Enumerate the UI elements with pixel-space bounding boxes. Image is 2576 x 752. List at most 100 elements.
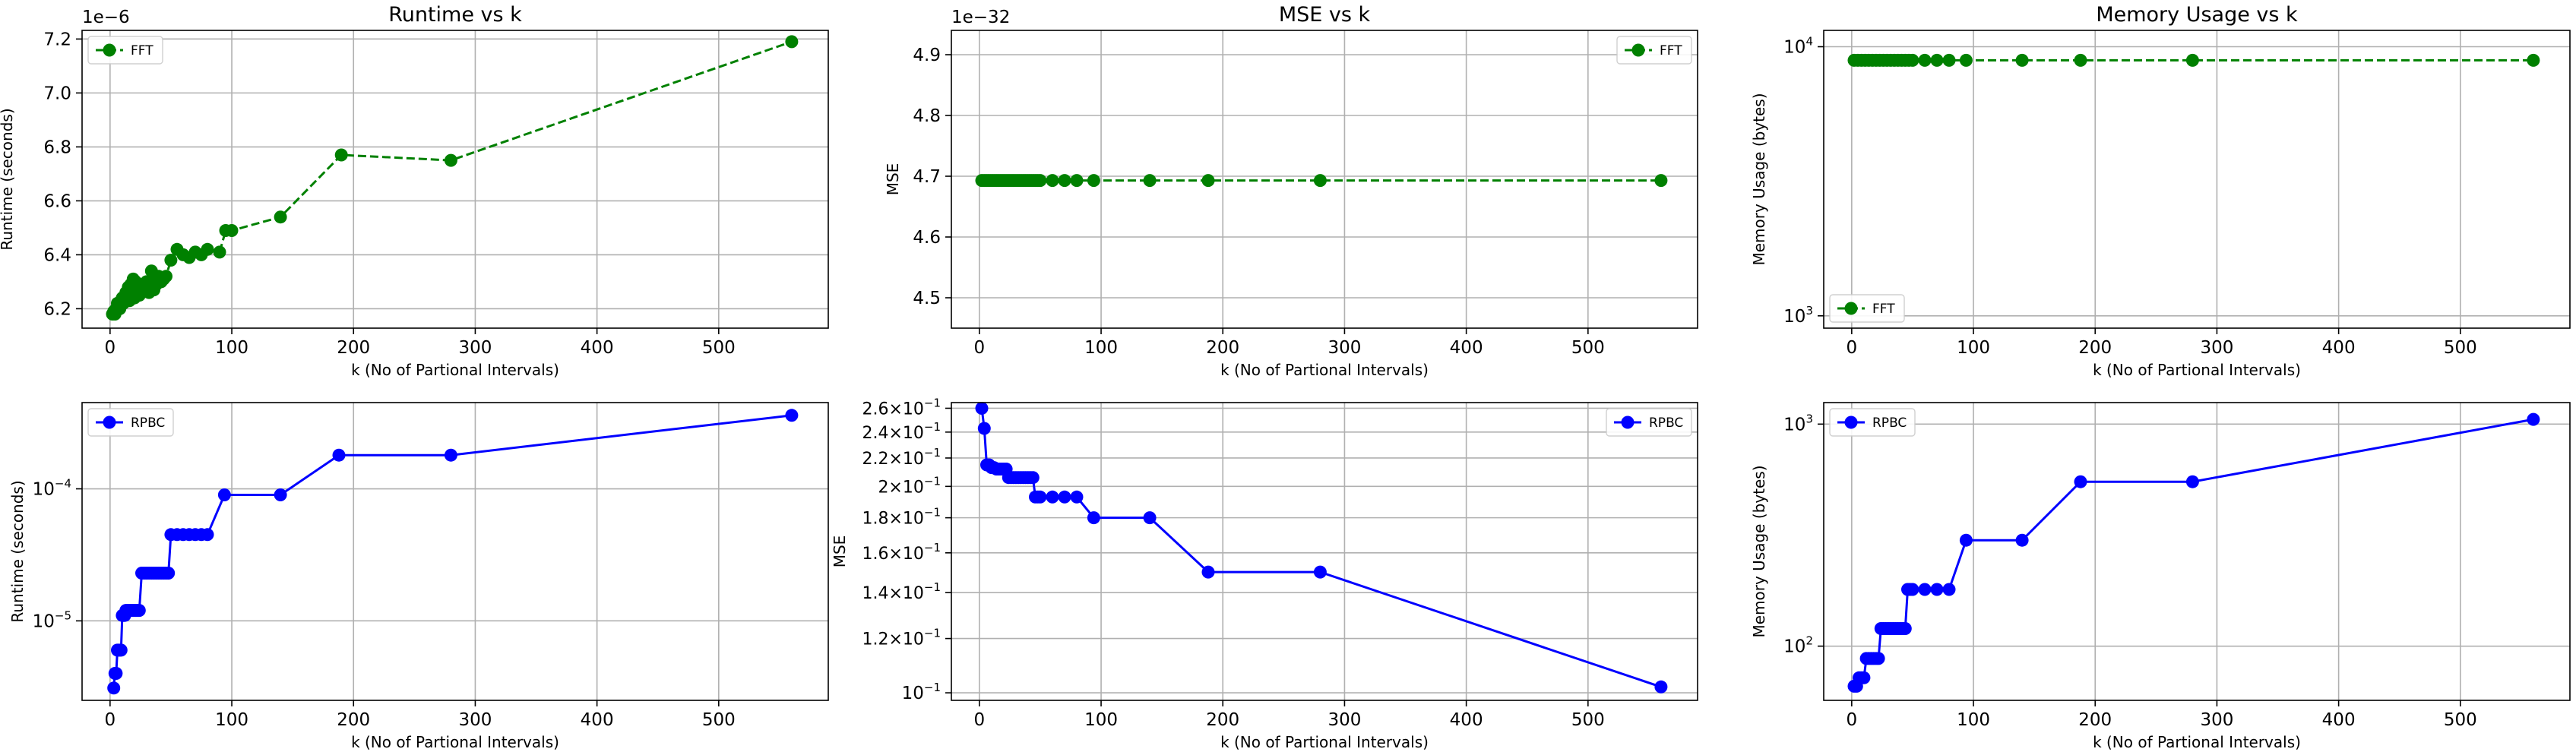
y-tick-label: 2.6×10−1 xyxy=(862,396,941,419)
y-tick-label-base: 1.2×10 xyxy=(862,630,923,649)
y-tick-label: 2×10−1 xyxy=(878,474,941,497)
x-tick-label: 100 xyxy=(1084,710,1118,730)
y-tick-label-base: 1.6×10 xyxy=(862,545,923,564)
data-point xyxy=(1087,174,1100,188)
data-point xyxy=(1313,174,1327,188)
axes-frame xyxy=(81,402,829,701)
y-tick-label-base: 1.8×10 xyxy=(862,510,923,529)
legend-label: FFT xyxy=(1872,302,1895,317)
x-tick-label: 200 xyxy=(337,338,370,358)
x-tick-label: 0 xyxy=(1847,338,1858,358)
x-tick-label: 0 xyxy=(1847,710,1858,730)
legend-label: FFT xyxy=(131,43,153,58)
axes-frame xyxy=(1823,30,2571,329)
x-tick-label: 500 xyxy=(2444,710,2477,730)
x-tick-label: 0 xyxy=(105,338,116,358)
data-point xyxy=(785,409,799,422)
data-point xyxy=(1070,490,1084,504)
x-tick-label: 300 xyxy=(458,338,492,358)
legend-frame xyxy=(1829,408,1916,437)
y-tick-label: 1.4×10−1 xyxy=(862,580,941,603)
x-tick-label: 300 xyxy=(2200,710,2233,730)
data-point xyxy=(107,681,121,695)
y-tick-label: 1.2×10−1 xyxy=(862,627,941,649)
y-tick-label-base: 10 xyxy=(902,684,924,703)
legend-marker xyxy=(1844,302,1858,315)
data-point xyxy=(1087,511,1100,525)
y-tick-label: 10−5 xyxy=(33,608,71,631)
data-point xyxy=(114,643,128,657)
data-point xyxy=(1143,174,1157,188)
y-tick-label: 1.8×10−1 xyxy=(862,506,941,529)
data-point xyxy=(201,528,214,542)
data-point xyxy=(1930,53,1944,67)
data-point xyxy=(1201,565,1215,579)
y-axis-label: MSE xyxy=(831,536,849,568)
data-point xyxy=(1918,583,1932,596)
legend: RPBC xyxy=(1829,408,1916,437)
data-point xyxy=(444,448,457,462)
legend-marker xyxy=(1631,43,1645,57)
y-tick-label: 103 xyxy=(1783,304,1813,327)
data-point xyxy=(1906,53,1919,67)
y-tick-label-exponent: −1 xyxy=(924,446,941,460)
x-tick-label: 0 xyxy=(105,710,116,730)
chart-title: Runtime vs k xyxy=(388,3,522,27)
x-axis-label: k (No of Partional Intervals) xyxy=(1220,733,1429,751)
data-point xyxy=(2185,53,2199,67)
y-tick-label-exponent: −1 xyxy=(924,681,941,694)
x-axis-label: k (No of Partional Intervals) xyxy=(1220,361,1429,379)
x-tick-label: 300 xyxy=(458,710,492,730)
y-axis-label: Memory Usage (bytes) xyxy=(1750,465,1768,637)
data-point xyxy=(1959,53,1973,67)
data-point xyxy=(1654,174,1668,188)
data-point xyxy=(217,488,231,501)
y-tick-label-exponent: −1 xyxy=(924,541,941,555)
data-point xyxy=(1046,174,1059,188)
chart-mse-fft: 0 100 200 300 400 500 4.5 4.6 4.7 4.8 4.9 MSE vs k 1… xyxy=(884,3,1698,379)
data-point xyxy=(2185,475,2199,488)
x-tick-label: 300 xyxy=(1328,710,1361,730)
x-tick-label: 400 xyxy=(2322,710,2356,730)
x-tick-label: 400 xyxy=(1450,338,1483,358)
y-tick-label: 1.6×10−1 xyxy=(862,541,941,564)
y-tick-label: 6.2 xyxy=(43,299,71,319)
y-tick-label: 6.6 xyxy=(43,191,71,211)
legend-label: RPBC xyxy=(1649,415,1683,431)
x-tick-label: 200 xyxy=(337,710,370,730)
data-point xyxy=(1313,565,1327,579)
legend: FFT xyxy=(1829,294,1905,323)
legend-marker xyxy=(1621,415,1635,429)
y-tick-label: 10−4 xyxy=(33,477,71,500)
data-point xyxy=(785,35,799,49)
legend: RPBC xyxy=(87,408,174,437)
x-tick-label: 100 xyxy=(1957,710,1990,730)
x-tick-label: 500 xyxy=(1571,338,1605,358)
data-point xyxy=(2527,53,2540,67)
axes-frame xyxy=(81,30,829,329)
x-tick-label: 100 xyxy=(1084,338,1118,358)
data-point xyxy=(1872,652,1885,665)
y-axis-label: Runtime (seconds) xyxy=(0,108,16,250)
legend: FFT xyxy=(1616,36,1692,65)
y-tick-label-exponent: −5 xyxy=(55,608,71,622)
x-tick-label: 300 xyxy=(2200,338,2233,358)
legend-label: RPBC xyxy=(131,415,165,431)
y-tick-label: 10−1 xyxy=(902,681,941,703)
data-point xyxy=(2015,533,2029,547)
x-tick-label: 400 xyxy=(2322,338,2356,358)
legend-marker xyxy=(103,415,116,429)
data-point xyxy=(1906,583,1919,596)
data-point xyxy=(1959,533,1973,547)
data-point xyxy=(977,422,991,435)
legend: FFT xyxy=(87,36,163,65)
axes-frame xyxy=(1823,402,2571,701)
data-point xyxy=(1033,490,1047,504)
y-tick-label: 2.4×10−1 xyxy=(862,420,941,443)
data-point xyxy=(1898,622,1912,635)
y-tick-label: 7.2 xyxy=(43,30,71,49)
legend-label: RPBC xyxy=(1872,415,1907,431)
data-point xyxy=(1046,490,1059,504)
